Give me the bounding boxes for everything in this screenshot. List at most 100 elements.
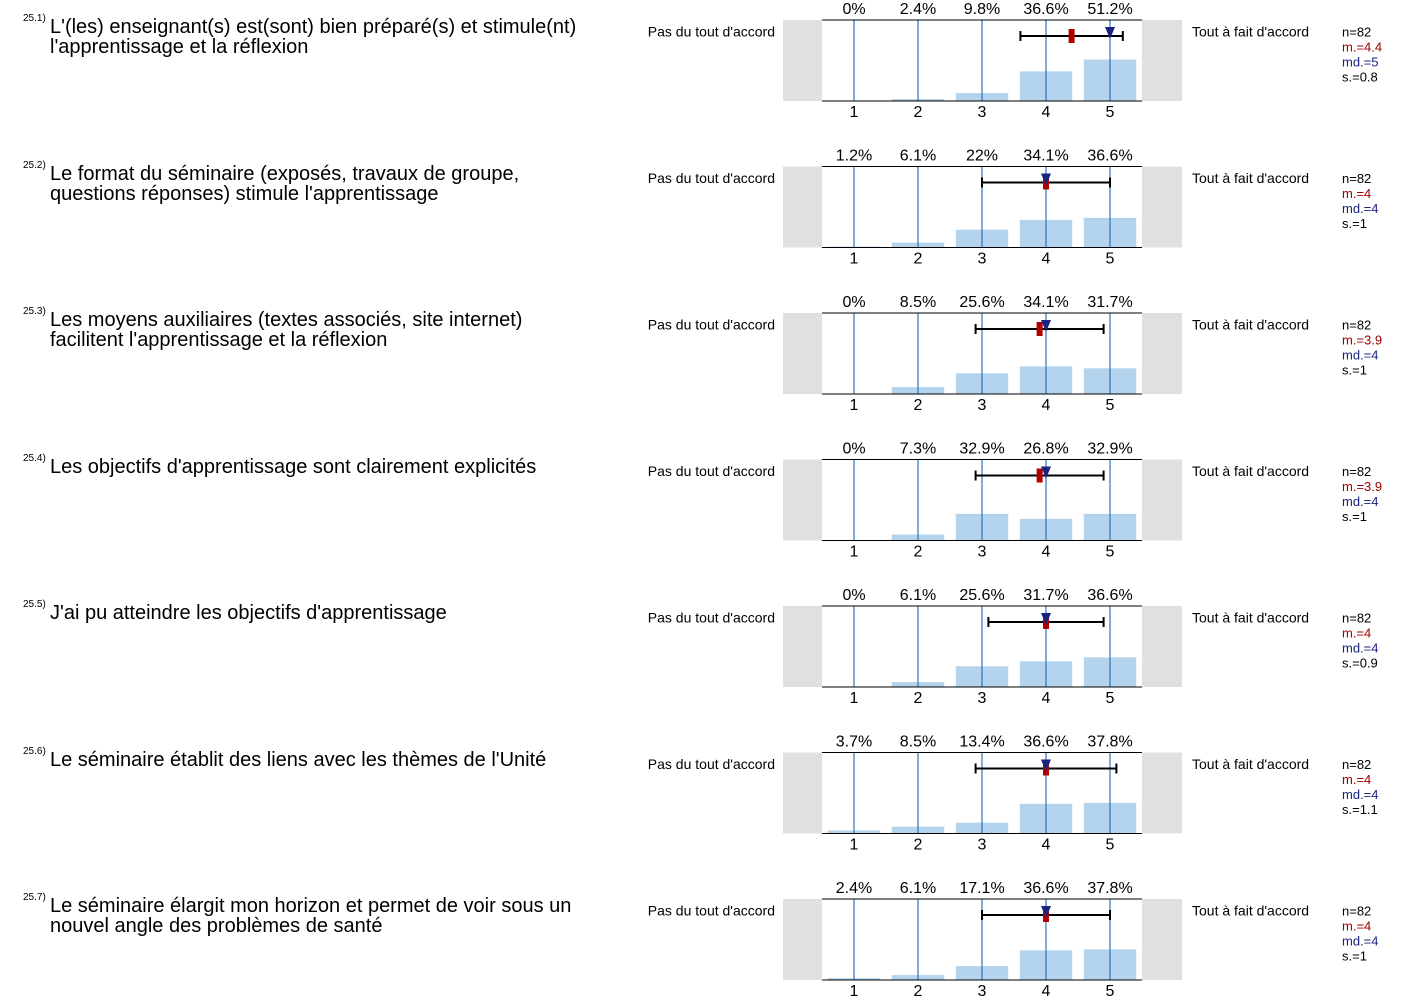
stat-mean: m.=4 — [1342, 186, 1371, 201]
right-label: Tout à fait d'accord — [1192, 463, 1309, 479]
question-number: 25.6) — [23, 745, 46, 757]
x-tick-label: 5 — [1106, 251, 1115, 268]
grey-box — [1142, 752, 1182, 834]
stat-n: n=82 — [1342, 903, 1371, 918]
question-text: J'ai pu atteindre les objectifs d'appren… — [50, 602, 447, 624]
question-number: 25.2) — [23, 159, 46, 171]
median-marker — [1041, 173, 1051, 186]
grey-box — [1142, 459, 1182, 541]
question-number: 25.7) — [23, 892, 46, 903]
x-tick-label: 1 — [850, 983, 859, 1000]
x-tick-label: 5 — [1106, 104, 1115, 121]
x-tick-label: 1 — [850, 690, 859, 707]
x-tick-label: 4 — [1042, 983, 1051, 1000]
x-tick-label: 4 — [1042, 544, 1051, 561]
stat-n: n=82 — [1342, 24, 1371, 39]
stat-median: md.=4 — [1342, 201, 1379, 216]
value-label: 34.1% — [1023, 148, 1068, 165]
median-marker — [1041, 613, 1051, 625]
x-tick-label: 1 — [850, 104, 859, 121]
x-tick-label: 3 — [978, 690, 987, 707]
stat-mean: m.=3.9 — [1342, 332, 1382, 347]
value-label: 0% — [842, 587, 865, 604]
value-label: 36.6% — [1023, 734, 1068, 751]
mean-marker — [1036, 322, 1043, 336]
question-text: L'(les) enseignant(s) est(sont) bien pré… — [50, 16, 577, 58]
x-tick-label: 3 — [978, 397, 987, 414]
value-label: 13.4% — [959, 734, 1004, 751]
value-label: 36.6% — [1087, 148, 1132, 165]
x-tick-label: 4 — [1042, 690, 1051, 707]
value-label: 17.1% — [959, 880, 1004, 897]
mean-marker — [1068, 29, 1075, 43]
value-label: 0% — [842, 1, 865, 18]
stat-sd: s.=1 — [1342, 948, 1367, 963]
value-label: 31.7% — [1023, 587, 1068, 604]
right-label: Tout à fait d'accord — [1192, 170, 1309, 186]
stat-mean: m.=4 — [1342, 625, 1371, 640]
grey-box — [1142, 20, 1182, 101]
grey-box — [1142, 606, 1182, 687]
question-text: Le séminaire établit des liens avec les … — [50, 748, 547, 771]
value-label: 37.8% — [1087, 880, 1132, 897]
x-tick-label: 2 — [914, 544, 923, 561]
x-tick-label: 5 — [1106, 690, 1115, 707]
value-label: 36.6% — [1023, 880, 1068, 897]
right-label: Tout à fait d'accord — [1192, 903, 1309, 919]
stat-mean: m.=3.9 — [1342, 479, 1382, 494]
left-label: Pas du tout d'accord — [648, 24, 775, 40]
value-label: 8.5% — [900, 294, 936, 311]
value-label: 6.1% — [900, 880, 936, 897]
stat-n: n=82 — [1342, 317, 1371, 332]
question-number: 25.3) — [23, 306, 46, 317]
value-label: 3.7% — [836, 734, 872, 751]
stat-sd: s.=1.1 — [1342, 802, 1378, 817]
grey-box — [783, 459, 822, 541]
median-marker — [1105, 27, 1115, 39]
value-label: 36.6% — [1023, 1, 1068, 18]
x-tick-label: 2 — [914, 104, 923, 121]
value-label: 0% — [842, 441, 865, 458]
x-tick-label: 3 — [978, 544, 987, 561]
x-tick-label: 2 — [914, 983, 923, 1000]
median-marker — [1041, 320, 1051, 332]
x-tick-label: 1 — [850, 544, 859, 561]
x-tick-label: 4 — [1042, 251, 1051, 268]
grey-box — [1142, 166, 1182, 248]
x-tick-label: 2 — [914, 837, 923, 854]
question-number: 25.4) — [23, 452, 46, 464]
question-text: Le format du séminaire (exposés, travaux… — [50, 162, 520, 205]
value-label: 6.1% — [900, 148, 936, 165]
x-tick-label: 3 — [978, 837, 987, 854]
left-label: Pas du tout d'accord — [648, 170, 775, 186]
right-label: Tout à fait d'accord — [1192, 24, 1309, 40]
left-label: Pas du tout d'accord — [648, 903, 775, 919]
value-label: 9.8% — [964, 1, 1000, 18]
value-label: 7.3% — [900, 441, 936, 458]
value-label: 22% — [966, 148, 998, 165]
median-marker — [1041, 466, 1051, 479]
x-tick-label: 1 — [850, 397, 859, 414]
stat-n: n=82 — [1342, 610, 1371, 625]
x-tick-label: 4 — [1042, 104, 1051, 121]
x-tick-label: 4 — [1042, 837, 1051, 854]
value-label: 25.6% — [959, 587, 1004, 604]
value-label: 51.2% — [1087, 1, 1132, 18]
left-label: Pas du tout d'accord — [648, 610, 775, 626]
mean-marker — [1036, 468, 1043, 483]
value-label: 34.1% — [1023, 294, 1068, 311]
value-label: 31.7% — [1087, 294, 1132, 311]
value-label: 2.4% — [836, 880, 872, 897]
x-tick-label: 3 — [978, 251, 987, 268]
value-label: 1.2% — [836, 148, 872, 165]
stat-n: n=82 — [1342, 464, 1371, 479]
right-label: Tout à fait d'accord — [1192, 317, 1309, 333]
value-label: 36.6% — [1087, 587, 1132, 604]
grey-box — [783, 606, 822, 687]
left-label: Pas du tout d'accord — [648, 756, 775, 772]
stat-sd: s.=1 — [1342, 362, 1367, 377]
grey-box — [783, 752, 822, 834]
stat-median: md.=5 — [1342, 54, 1379, 69]
value-label: 37.8% — [1087, 734, 1132, 751]
